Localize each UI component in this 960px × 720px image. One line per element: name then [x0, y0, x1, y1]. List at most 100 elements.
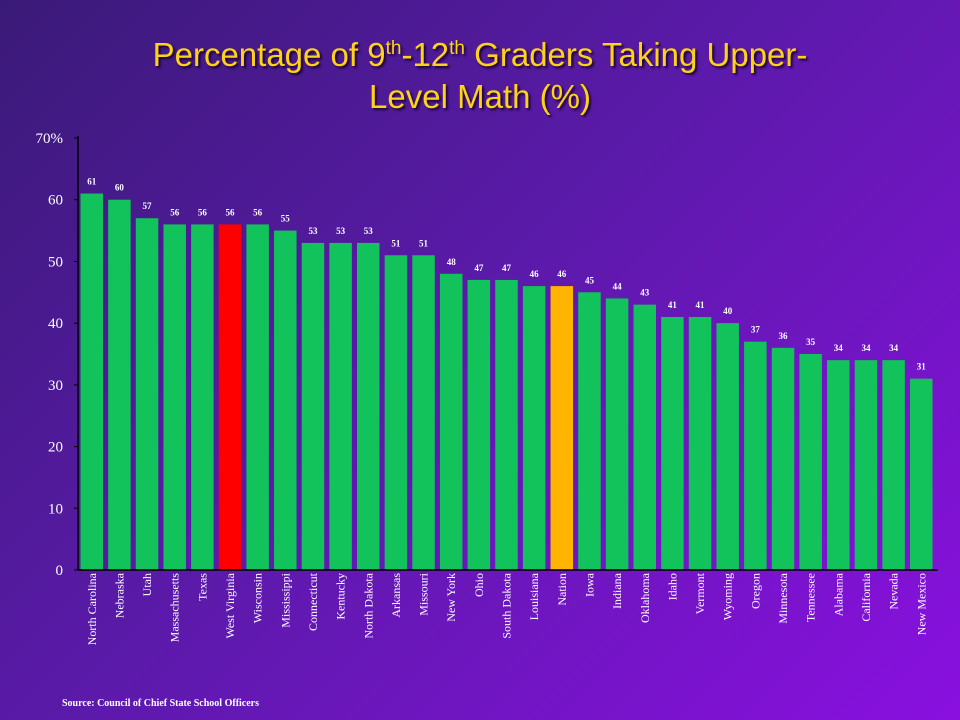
- y-tick-label: 40: [48, 316, 63, 332]
- data-label: 48: [447, 257, 457, 267]
- x-tick-label: Connecticut: [306, 572, 320, 631]
- y-tick-label: 0: [56, 563, 64, 579]
- bar: [910, 378, 933, 570]
- data-label: 47: [502, 263, 512, 273]
- title-line-2: Level Math (%): [369, 78, 591, 115]
- x-tick-label: Massachusetts: [168, 573, 182, 643]
- data-label: 60: [115, 183, 125, 193]
- bar: [246, 224, 269, 570]
- bar: [80, 193, 103, 571]
- x-tick-label: Minnesota: [776, 572, 790, 623]
- x-tick-label: Utah: [140, 573, 154, 596]
- x-tick-label: Ohio: [472, 573, 486, 597]
- x-tick-label: North Carolina: [85, 572, 99, 645]
- bar: [522, 286, 546, 570]
- x-tick-label: Wisconsin: [251, 573, 265, 623]
- x-tick-label: South Dakota: [500, 572, 514, 638]
- x-tick-label: Wyoming: [721, 573, 735, 620]
- data-label: 34: [834, 343, 844, 353]
- bar: [495, 279, 518, 570]
- data-label: 55: [281, 214, 291, 224]
- bar: [771, 347, 795, 570]
- y-tick-label: 10: [48, 501, 63, 517]
- source-note: Source: Council of Chief State School Of…: [62, 698, 260, 709]
- x-tick-label: California: [859, 572, 873, 621]
- y-tick-label: 50: [48, 254, 63, 270]
- data-label: 53: [308, 226, 318, 236]
- data-label: 34: [889, 343, 899, 353]
- data-label: 61: [87, 177, 97, 187]
- bar: [605, 298, 629, 570]
- bar: [633, 304, 656, 570]
- data-label: 45: [585, 275, 595, 285]
- bar: [191, 224, 214, 570]
- bar: [716, 323, 739, 570]
- x-tick-label: Oregon: [748, 573, 762, 609]
- bar: [135, 218, 159, 570]
- x-tick-label: New Mexico: [914, 573, 928, 635]
- data-label: 43: [640, 288, 650, 298]
- bar: [301, 242, 325, 570]
- x-tick-label: Missouri: [417, 572, 431, 615]
- data-label: 51: [419, 238, 429, 248]
- chart-title: Percentage of 9th-12th Graders Taking Up…: [0, 28, 960, 118]
- data-label: 31: [917, 362, 927, 372]
- x-tick-label: Mississippi: [278, 572, 292, 627]
- bar: [163, 224, 186, 570]
- x-tick-label: Texas: [195, 573, 209, 601]
- x-tick-label: Iowa: [582, 572, 596, 597]
- data-label: 34: [861, 343, 871, 353]
- y-tick-label: 20: [48, 440, 63, 456]
- bar: [467, 279, 491, 570]
- bar-chart: 0 10 20 30 40 50 60 70% 61 North Carolina 60 Nebras…: [36, 131, 938, 645]
- bar: [412, 255, 435, 570]
- bar: [854, 360, 878, 570]
- x-tick-label: Vermont: [693, 572, 707, 614]
- data-label: 47: [474, 263, 484, 273]
- data-label: 53: [364, 226, 374, 236]
- x-tick-label: Nebraska: [112, 572, 126, 618]
- bar: [357, 242, 380, 570]
- bar: [550, 286, 574, 570]
- data-label: 51: [391, 238, 401, 248]
- y-tick-label: 30: [48, 378, 63, 394]
- data-label: 44: [613, 281, 623, 291]
- y-tick-label: 60: [48, 193, 63, 209]
- data-label: 53: [336, 226, 346, 236]
- bar: [688, 316, 712, 570]
- x-tick-label: New York: [444, 573, 458, 622]
- data-label: 37: [751, 325, 761, 335]
- data-label: 56: [198, 207, 208, 217]
- data-label: 41: [668, 300, 678, 310]
- bar: [799, 354, 822, 570]
- x-tick-label: Arkansas: [389, 573, 403, 618]
- x-tick-label: Nation: [555, 573, 569, 606]
- bar: [329, 242, 352, 570]
- data-label: 41: [696, 300, 706, 310]
- y-tick-label: 70%: [36, 131, 64, 147]
- x-tick-label: Tennessee: [804, 573, 818, 622]
- bar: [661, 316, 684, 570]
- x-tick-label: West Virginia: [223, 572, 237, 638]
- data-label: 56: [226, 207, 236, 217]
- title-line-1: Percentage of 9th-12th Graders Taking Up…: [152, 36, 808, 73]
- data-label: 56: [253, 207, 263, 217]
- bar: [108, 199, 131, 570]
- data-label: 46: [557, 269, 567, 279]
- bar: [744, 341, 767, 570]
- x-tick-label: Alabama: [831, 572, 845, 616]
- data-label: 40: [723, 306, 733, 316]
- data-label: 46: [530, 269, 540, 279]
- bar: [218, 224, 242, 570]
- x-tick-label: Indiana: [610, 572, 624, 609]
- bar: [274, 230, 297, 571]
- bar: [827, 360, 850, 570]
- data-label: 35: [806, 337, 816, 347]
- x-tick-label: Oklahoma: [638, 572, 652, 623]
- bar: [882, 360, 905, 570]
- bar: [384, 255, 408, 570]
- data-label: 56: [170, 207, 180, 217]
- x-tick-label: Nevada: [887, 572, 901, 609]
- x-tick-label: Louisiana: [527, 572, 541, 620]
- x-tick-label: North Dakota: [361, 572, 375, 638]
